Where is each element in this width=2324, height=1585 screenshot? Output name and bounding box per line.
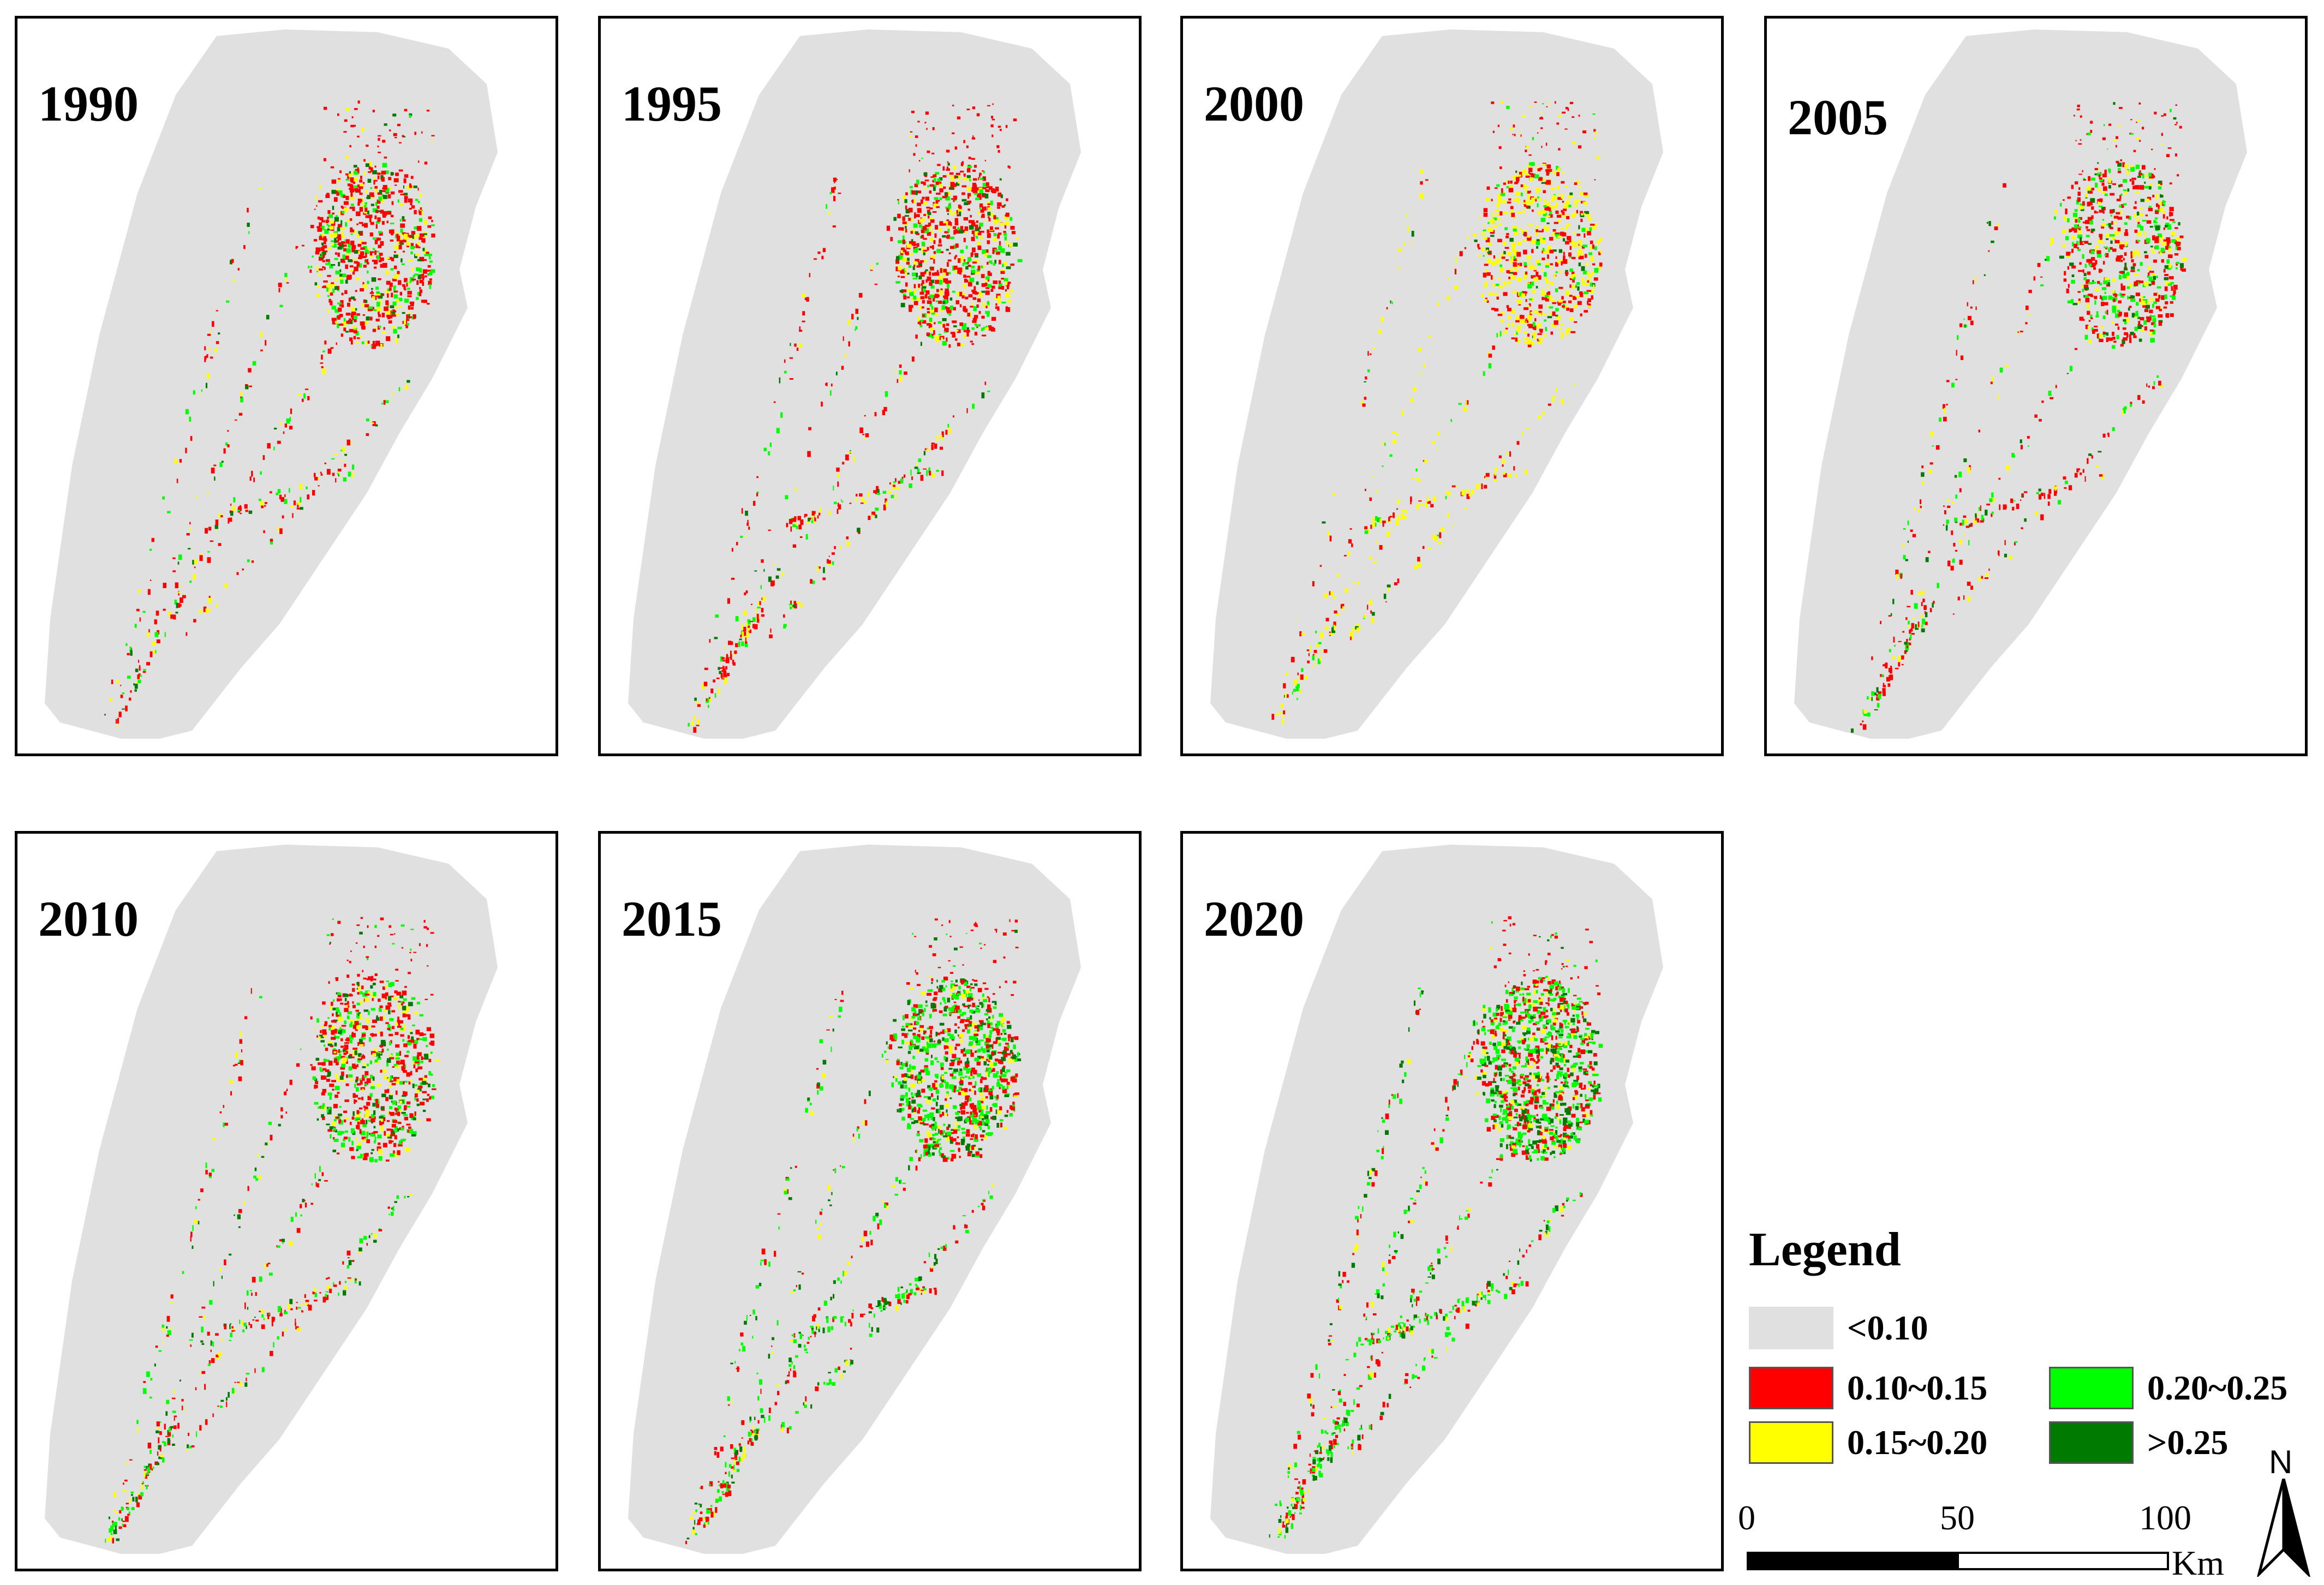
legend-title: Legend — [1749, 1223, 1901, 1276]
map-canvas — [1210, 845, 1663, 1554]
map-canvas — [1210, 29, 1663, 739]
map-panel-2000: 2000 — [1180, 16, 1724, 756]
scale-tick-50: 50 — [1940, 1498, 1975, 1537]
map-panel-2020: 2020 — [1180, 831, 1724, 1571]
vegetation-patches — [688, 103, 1023, 733]
legend-swatch-015-020 — [1749, 1421, 1833, 1464]
north-arrow: N — [2254, 1446, 2319, 1577]
map-canvas — [628, 845, 1081, 1554]
vegetation-patches — [1269, 916, 1603, 1539]
panel-year-label: 2000 — [1204, 76, 1304, 131]
panel-year-label: 2020 — [1204, 891, 1304, 947]
north-arrow-icon — [2257, 1479, 2310, 1577]
panel-year-label: 1995 — [622, 76, 722, 131]
vegetation-patches — [1850, 102, 2187, 733]
map-canvas — [1794, 29, 2247, 739]
panel-year-label: 2005 — [1788, 89, 1888, 145]
north-label: N — [2269, 1444, 2293, 1480]
legend-label-lt010: <0.10 — [1847, 1308, 1928, 1347]
map-panel-2015: 2015 — [598, 831, 1142, 1571]
scale-bar-graphic — [1747, 1552, 2169, 1570]
vegetation-patches — [1271, 100, 1603, 725]
vegetation-patches — [105, 917, 440, 1544]
map-panel-2010: 2010 — [15, 831, 558, 1571]
panel-year-label: 1990 — [38, 76, 139, 131]
scale-tick-0: 0 — [1738, 1498, 1755, 1537]
map-panel-1990: 1990 — [15, 16, 558, 756]
study-area — [628, 29, 1081, 739]
map-canvas — [45, 845, 498, 1554]
scale-bar: 0 50 100 Km — [1738, 1498, 2224, 1582]
study-area — [1210, 29, 1663, 739]
legend-swatch-010-015 — [1749, 1367, 1833, 1409]
map-canvas — [628, 29, 1081, 739]
vegetation-patches — [104, 100, 435, 728]
legend-label-010-015: 0.10~0.15 — [1847, 1368, 1988, 1407]
map-canvas — [45, 29, 498, 739]
legend-swatch-lt010 — [1749, 1307, 1833, 1349]
panel-year-label: 2010 — [38, 891, 139, 947]
study-area — [45, 845, 498, 1554]
study-area — [628, 845, 1081, 1554]
vegetation-patches — [685, 918, 1021, 1545]
legend-label-020-025: 0.20~0.25 — [2147, 1368, 2288, 1407]
panel-year-label: 2015 — [622, 891, 722, 947]
study-area — [1210, 845, 1663, 1554]
scale-unit: Km — [2172, 1544, 2224, 1582]
map-panel-1995: 1995 — [598, 16, 1142, 756]
legend-label-gt025: >0.25 — [2147, 1423, 2229, 1462]
legend: Legend <0.10 0.10~0.15 0.15~0.20 0.20~0.… — [1749, 1222, 2316, 1464]
legend-label-015-020: 0.15~0.20 — [1847, 1423, 1988, 1462]
legend-swatch-020-025 — [2049, 1367, 2134, 1409]
map-panel-2005: 2005 — [1764, 16, 2308, 756]
study-area — [45, 29, 498, 739]
scale-tick-100: 100 — [2139, 1498, 2191, 1537]
legend-swatch-gt025 — [2049, 1421, 2134, 1464]
